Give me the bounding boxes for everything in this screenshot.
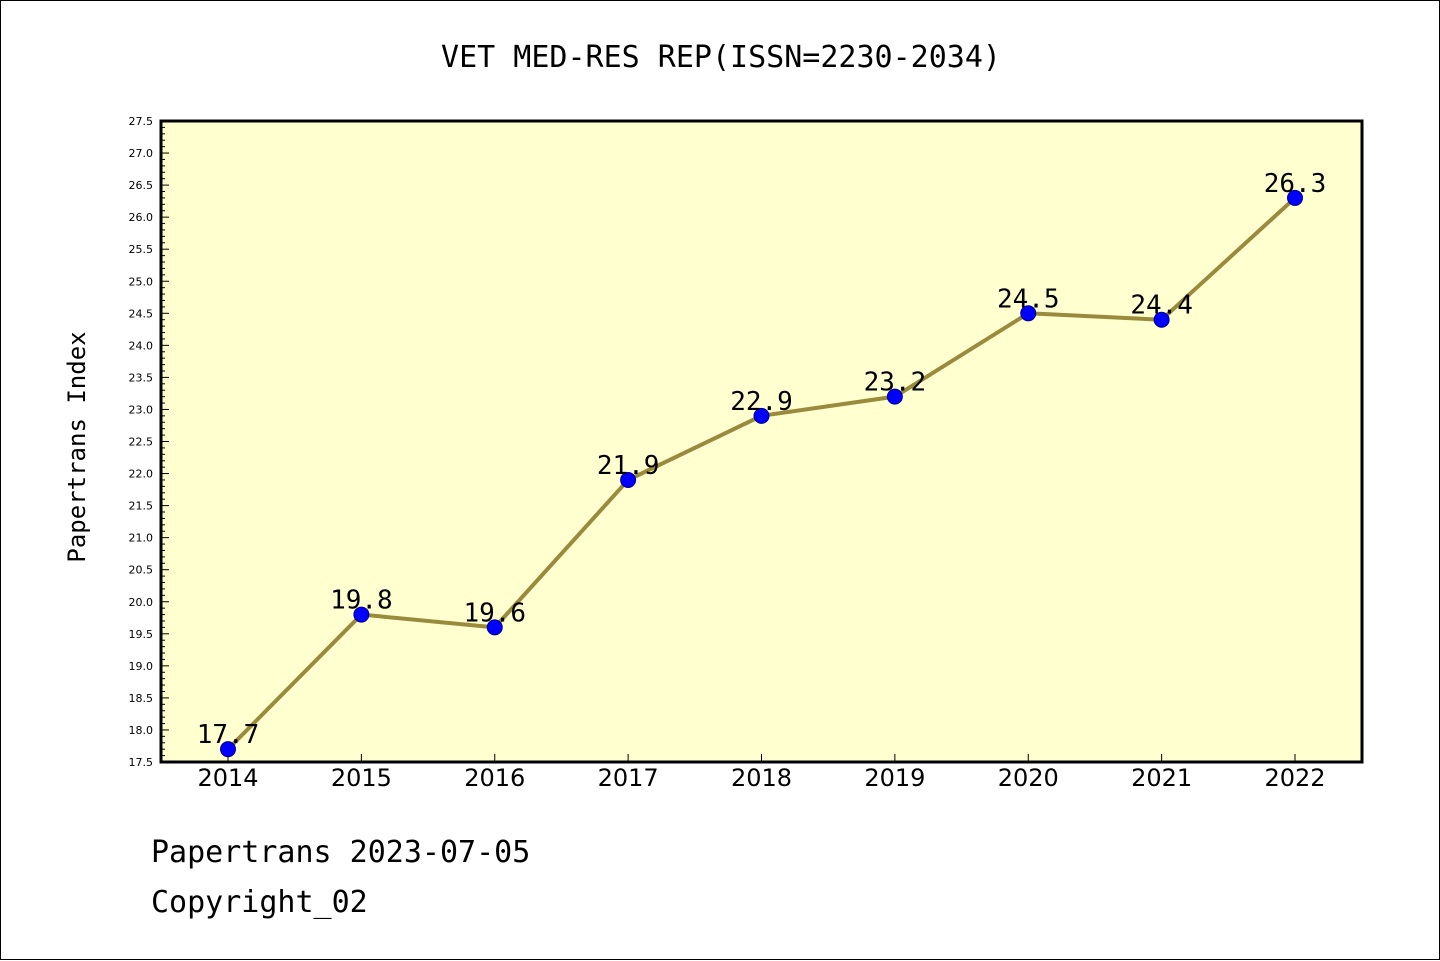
plot-border [159, 119, 1364, 764]
x-tick-label: 2022 [1264, 764, 1325, 792]
data-label: 24.5 [997, 284, 1060, 314]
footer-copyright: Copyright_02 [151, 885, 368, 920]
data-label: 19.8 [330, 586, 393, 616]
data-label: 24.4 [1130, 291, 1193, 321]
data-point [1287, 189, 1303, 206]
data-label: 26.3 [1264, 169, 1327, 199]
data-label: 17.7 [197, 720, 260, 750]
data-point [1020, 305, 1037, 322]
data-labels: 17.7 19.8 19.6 21.9 22.9 23.2 24.5 24.4 26.3 [197, 169, 1327, 750]
y-tick-label: 21.5 [129, 500, 154, 513]
y-tick-label: 22.5 [129, 436, 154, 449]
y-tick-label: 19.0 [129, 660, 154, 673]
data-label: 22.9 [730, 387, 793, 417]
data-point [486, 619, 503, 636]
y-tick-label: 24.5 [129, 307, 154, 320]
data-label: 21.9 [597, 451, 660, 481]
data-point [353, 606, 370, 623]
x-tick-label: 2015 [331, 764, 392, 792]
series-markers [220, 189, 1303, 758]
x-tick-label: 2017 [598, 764, 659, 792]
y-tick-label: 25.5 [129, 243, 154, 256]
x-tick-label: 2019 [864, 764, 925, 792]
y-tick-label: 27.5 [129, 115, 154, 128]
y-axis: 17.5 18.0 18.5 19.0 19.5 20.0 20.5 21.0 21.5 22.0… [129, 115, 169, 769]
x-tick-label: 2016 [464, 764, 525, 792]
y-tick-label: 20.5 [129, 564, 154, 577]
x-tick-label: 2021 [1131, 764, 1192, 792]
x-axis: 2014 2015 2016 2017 2018 2019 2020 2021 2022 [197, 754, 1326, 792]
y-tick-label: 24.0 [129, 339, 154, 352]
footer-date: Papertrans 2023-07-05 [151, 835, 531, 870]
y-tick-label: 23.5 [129, 371, 154, 384]
y-tick-label: 27.0 [129, 147, 154, 160]
y-tick-label: 26.0 [129, 211, 154, 224]
data-point [620, 471, 637, 488]
y-tick-label: 17.5 [129, 756, 154, 769]
y-axis-label: Papertrans Index [63, 331, 91, 562]
y-tick-label: 23.0 [129, 403, 154, 416]
y-tick-label: 20.0 [129, 596, 154, 609]
x-tick-label: 2018 [731, 764, 792, 792]
plot-area [161, 121, 1362, 762]
data-point [220, 741, 236, 758]
y-tick-label: 21.0 [129, 532, 154, 545]
x-tick-label: 2020 [998, 764, 1059, 792]
y-tick-label: 22.0 [129, 468, 154, 481]
y-tick-label: 19.5 [129, 628, 154, 641]
data-point [1153, 311, 1170, 328]
data-point [886, 388, 903, 405]
x-tick-label: 2014 [197, 764, 258, 792]
y-tick-label: 25.0 [129, 275, 154, 288]
y-tick-label: 18.5 [129, 692, 154, 705]
data-label: 23.2 [864, 368, 927, 398]
y-tick-label: 18.0 [129, 724, 154, 737]
data-point [753, 407, 770, 424]
chart-title: VET MED-RES REP(ISSN=2230-2034) [441, 40, 1001, 75]
y-tick-label: 26.5 [129, 179, 154, 192]
data-label: 19.6 [463, 598, 526, 628]
